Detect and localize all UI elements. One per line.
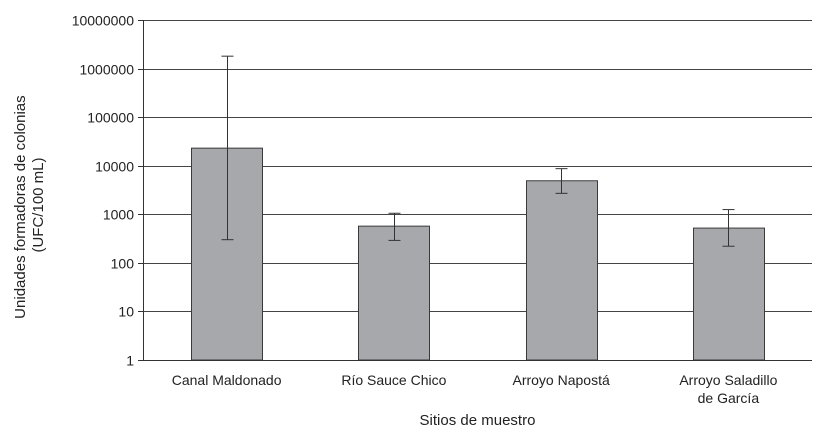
axes	[143, 20, 812, 361]
y-tick-label: 10000	[95, 159, 134, 175]
y-tick-label: 100000	[87, 110, 134, 126]
y-axis-title-line-2: (UFC/100 mL)	[30, 157, 47, 252]
x-axis-title: Sitios de muestro	[420, 412, 536, 429]
y-tick-label: 10000000	[72, 13, 135, 29]
y-tick-label: 1	[126, 353, 134, 369]
y-tick-labels: 1 10 100 1000 10000 100000 1000000 10000000	[72, 13, 143, 369]
bar	[693, 227, 765, 361]
y-tick-label: 1000	[103, 207, 134, 223]
bar	[358, 225, 430, 361]
x-tick-label: Río Sauce Chico	[341, 372, 446, 388]
bar	[526, 180, 598, 361]
y-tick-label: 100	[111, 256, 135, 272]
x-tick-label: Arroyo Napostá	[512, 372, 609, 388]
y-tick-label: 1000000	[79, 62, 134, 78]
y-axis-title-line-1: Unidades formadoras de colonias	[12, 95, 29, 318]
bars	[191, 55, 765, 361]
y-tick-label: 10	[118, 304, 134, 320]
x-tick-label: Arroyo Saladillo de García	[679, 372, 777, 406]
x-tick-labels: Canal Maldonado Río Sauce Chico Arroyo Nap…	[172, 372, 778, 406]
y-axis-title: Unidades formadoras de colonias (UFC/100…	[12, 91, 47, 319]
x-tick-label: Canal Maldonado	[172, 372, 282, 388]
